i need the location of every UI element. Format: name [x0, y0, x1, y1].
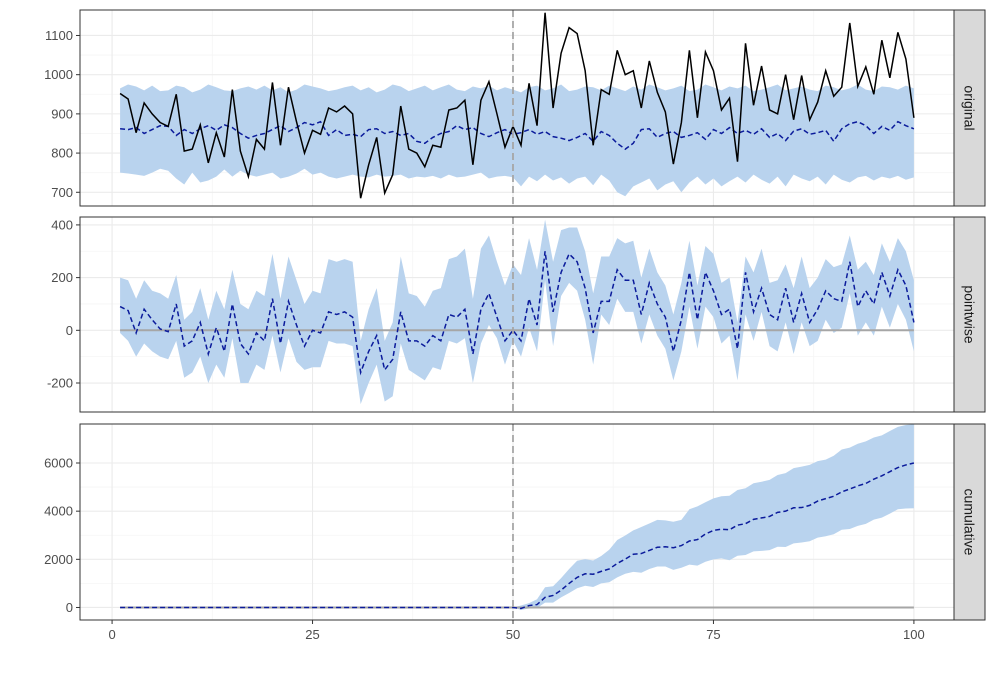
y-tick-label: 400 — [51, 217, 73, 232]
confidence-band — [120, 219, 914, 405]
y-tick-label: 6000 — [44, 456, 73, 471]
x-tick-label: 25 — [305, 627, 319, 642]
confidence-band — [120, 84, 914, 197]
panel-original: 700 800 900 1000 1100 original — [44, 9, 986, 207]
y-tick-label: 2000 — [44, 552, 73, 567]
y-tick-label: 200 — [51, 270, 73, 285]
y-tick-label: 4000 — [44, 504, 73, 519]
x-tick-label: 75 — [706, 627, 720, 642]
x-tick-label: 100 — [903, 627, 925, 642]
facet-strip — [953, 9, 986, 207]
x-tick-label: 0 — [108, 627, 115, 642]
facet-strip — [953, 216, 986, 413]
prediction-line — [119, 251, 915, 376]
facet-strip-label: pointwise — [962, 285, 978, 344]
observed-line — [119, 12, 915, 199]
facet-strip-label: original — [962, 85, 978, 130]
facet-strip-label: cumulative — [962, 489, 978, 556]
y-tick-label: 1100 — [45, 28, 73, 43]
prediction-line — [120, 462, 915, 610]
prediction-line — [120, 120, 915, 151]
y-tick-label: 0 — [66, 600, 73, 615]
facet-panels: 700 800 900 1000 1100 original -200 0 200 400 poin… — [44, 9, 986, 621]
y-tick-label: 800 — [51, 146, 73, 161]
y-tick-label: 1000 — [44, 67, 73, 82]
panel-cumulative: 0 2000 4000 6000 cumulative — [44, 423, 986, 621]
y-tick-label: 900 — [51, 106, 73, 121]
panel-plot-area — [120, 424, 915, 610]
facet-strip — [953, 423, 986, 621]
panel-plot-area — [119, 219, 915, 405]
confidence-band — [512, 424, 914, 610]
x-axis: 0 25 50 75 100 — [108, 620, 925, 642]
panel-plot-area — [119, 12, 915, 199]
x-tick-label: 50 — [506, 627, 520, 642]
panel-pointwise: -200 0 200 400 pointwise — [47, 216, 986, 413]
y-tick-label: -200 — [47, 376, 73, 391]
y-tick-label: 0 — [66, 323, 73, 338]
y-tick-label: 700 — [51, 185, 73, 200]
